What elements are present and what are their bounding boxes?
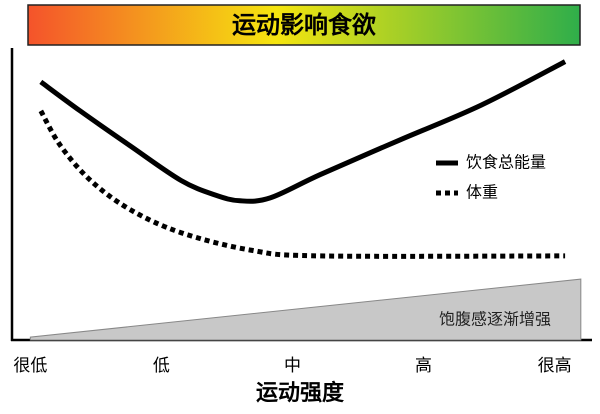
line [38,109,566,259]
x-tick-label: 低 [153,356,170,376]
x-tick-label: 中 [284,356,301,376]
chart-title: 运动影响食欲 [232,11,376,39]
x-axis-title: 运动强度 [256,380,345,406]
legend-label: 体重 [466,183,498,202]
line [39,59,567,204]
legend-label: 饮食总能量 [466,153,546,172]
x-tick-label: 很低 [13,356,47,376]
area [29,278,582,341]
area-label: 饱腹感逐渐增强 [439,310,551,329]
title-bar [27,4,581,46]
x-tick-label: 很高 [538,356,572,376]
x-tick-label: 高 [415,356,432,376]
